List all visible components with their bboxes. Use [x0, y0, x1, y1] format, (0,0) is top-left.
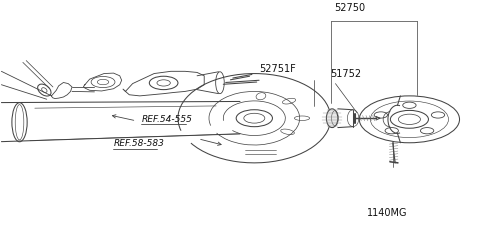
Text: 1140MG: 1140MG	[367, 207, 407, 218]
Ellipse shape	[326, 109, 338, 128]
Text: 52750: 52750	[334, 3, 365, 13]
Text: REF.58-583: REF.58-583	[114, 139, 165, 148]
Text: REF.54-555: REF.54-555	[142, 115, 193, 124]
Text: 52751F: 52751F	[260, 64, 296, 74]
Text: 51752: 51752	[330, 69, 361, 79]
